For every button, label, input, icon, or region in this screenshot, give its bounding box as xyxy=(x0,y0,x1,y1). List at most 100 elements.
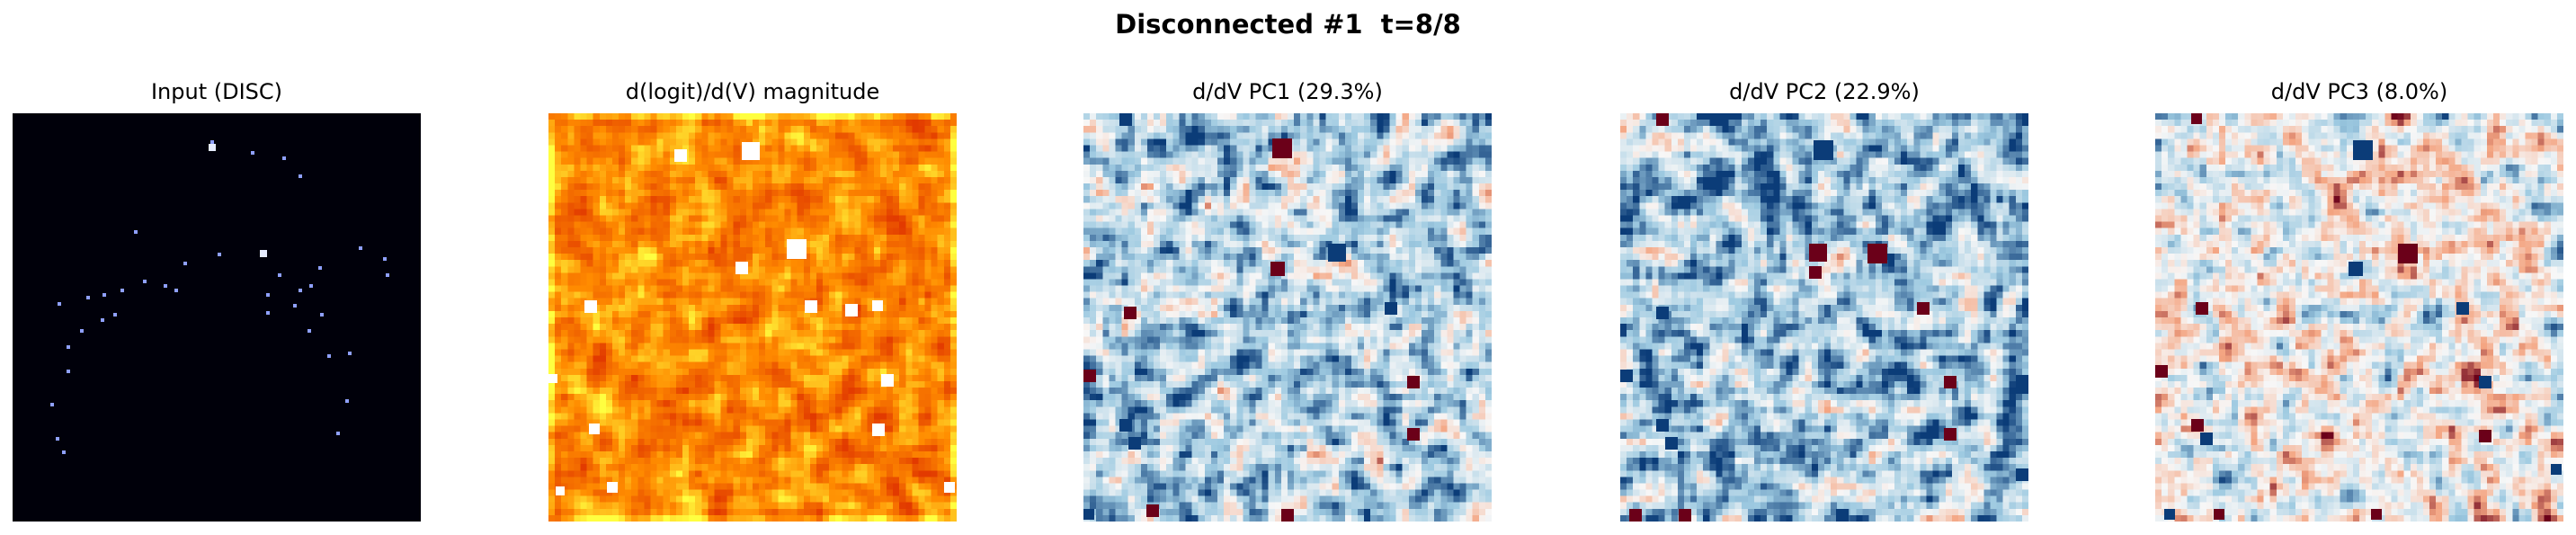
input-overlay xyxy=(50,140,389,454)
negative-extreme-cell xyxy=(1656,419,1669,432)
pc1-overlay xyxy=(1083,113,1420,522)
magnitude-saturated-cell xyxy=(589,424,600,434)
panel-pc1 xyxy=(1083,113,1492,522)
negative-extreme-cell xyxy=(1128,437,1141,450)
input-point xyxy=(113,313,117,317)
panel-input-disc xyxy=(13,113,421,522)
magnitude-saturated-cell xyxy=(872,300,883,311)
positive-extreme-cell xyxy=(2155,365,2168,378)
input-point xyxy=(359,246,362,250)
input-bright-point xyxy=(209,144,216,151)
input-heatmap xyxy=(13,113,421,522)
input-point xyxy=(345,399,349,403)
input-point xyxy=(80,329,84,333)
positive-extreme-cell xyxy=(2371,509,2382,520)
positive-extreme-cell xyxy=(1272,138,1292,158)
figure-suptitle: Disconnected #1 t=8/8 xyxy=(1115,9,1461,40)
input-point xyxy=(183,262,187,265)
input-point xyxy=(299,289,302,292)
magnitude-overlay xyxy=(548,142,955,495)
panel-title-pc3: d/dV PC3 (8.0%) xyxy=(2270,79,2448,104)
magnitude-saturated-cell xyxy=(872,424,885,436)
input-point xyxy=(58,302,61,306)
input-point xyxy=(336,432,340,435)
input-point xyxy=(251,151,254,155)
pc2-heatmap xyxy=(1620,113,2028,522)
positive-extreme-cell xyxy=(1809,266,1822,279)
magnitude-saturated-cell xyxy=(787,239,807,259)
input-point xyxy=(120,289,124,292)
panel-gradient-magnitude xyxy=(548,113,957,522)
input-point xyxy=(266,293,270,297)
positive-extreme-cell xyxy=(1281,509,1294,522)
input-point xyxy=(56,437,59,441)
input-point xyxy=(143,280,147,283)
input-point xyxy=(266,311,270,315)
magnitude-saturated-cell xyxy=(845,304,858,317)
magnitude-saturated-cell xyxy=(742,142,760,160)
negative-extreme-cell xyxy=(1665,437,1678,450)
positive-extreme-cell xyxy=(1083,370,1096,382)
magnitude-heatmap xyxy=(548,113,957,522)
positive-extreme-cell xyxy=(2196,302,2208,315)
input-point xyxy=(134,230,138,234)
positive-extreme-cell xyxy=(1917,302,1930,315)
positive-extreme-cell xyxy=(1407,428,1420,441)
negative-extreme-cell xyxy=(2551,464,2562,475)
negative-extreme-cell xyxy=(1119,419,1132,432)
input-point xyxy=(299,174,302,178)
input-point xyxy=(386,273,389,277)
input-bright-point xyxy=(260,250,267,257)
positive-extreme-cell xyxy=(1656,113,1669,126)
input-point xyxy=(103,293,106,297)
input-point xyxy=(101,318,104,322)
positive-extreme-cell xyxy=(2398,244,2418,263)
negative-extreme-cell xyxy=(1620,370,1633,382)
negative-extreme-cell xyxy=(2200,432,2213,445)
input-point xyxy=(67,370,70,373)
positive-extreme-cell xyxy=(2214,509,2224,520)
panel-title-pc2: d/dV PC2 (22.9%) xyxy=(1729,79,1920,104)
input-point xyxy=(67,345,70,349)
input-point xyxy=(282,156,286,160)
positive-extreme-cell xyxy=(2479,430,2491,442)
magnitude-saturated-cell xyxy=(556,486,565,495)
input-point xyxy=(293,304,297,308)
magnitude-saturated-cell xyxy=(548,374,557,383)
negative-extreme-cell xyxy=(1385,302,1397,315)
positive-extreme-cell xyxy=(1867,244,1887,263)
panel-title-input: Input (DISC) xyxy=(150,79,283,104)
negative-extreme-cell xyxy=(1656,307,1669,319)
positive-extreme-cell xyxy=(1809,244,1827,262)
negative-extreme-cell xyxy=(1328,244,1346,262)
input-point xyxy=(320,313,324,317)
pc1-heatmap xyxy=(1083,113,1492,522)
negative-extreme-cell xyxy=(2349,262,2363,276)
input-point xyxy=(318,266,322,270)
magnitude-saturated-cell xyxy=(805,300,817,313)
pc3-overlay xyxy=(2155,113,2562,520)
magnitude-saturated-cell xyxy=(735,262,748,274)
positive-extreme-cell xyxy=(1679,509,1691,522)
negative-extreme-cell xyxy=(1814,140,1833,160)
positive-extreme-cell xyxy=(1629,509,1642,522)
positive-extreme-cell xyxy=(1146,504,1159,517)
pc3-heatmap xyxy=(2155,113,2563,522)
positive-extreme-cell xyxy=(1270,262,1285,276)
negative-extreme-cell xyxy=(2164,509,2175,520)
input-point xyxy=(383,257,387,261)
panel-pc2 xyxy=(1620,113,2028,522)
magnitude-saturated-cell xyxy=(944,482,955,493)
panel-title-pc1: d/dV PC1 (29.3%) xyxy=(1192,79,1383,104)
positive-extreme-cell xyxy=(1944,428,1957,441)
positive-extreme-cell xyxy=(2191,113,2202,124)
negative-extreme-cell xyxy=(2353,140,2373,160)
negative-extreme-cell xyxy=(1119,113,1132,126)
positive-extreme-cell xyxy=(1124,307,1136,319)
negative-extreme-cell xyxy=(1836,509,1849,522)
input-point xyxy=(50,403,54,406)
negative-extreme-cell xyxy=(2479,376,2491,388)
magnitude-saturated-cell xyxy=(881,374,894,387)
input-point xyxy=(308,329,311,333)
negative-extreme-cell xyxy=(2456,302,2469,315)
